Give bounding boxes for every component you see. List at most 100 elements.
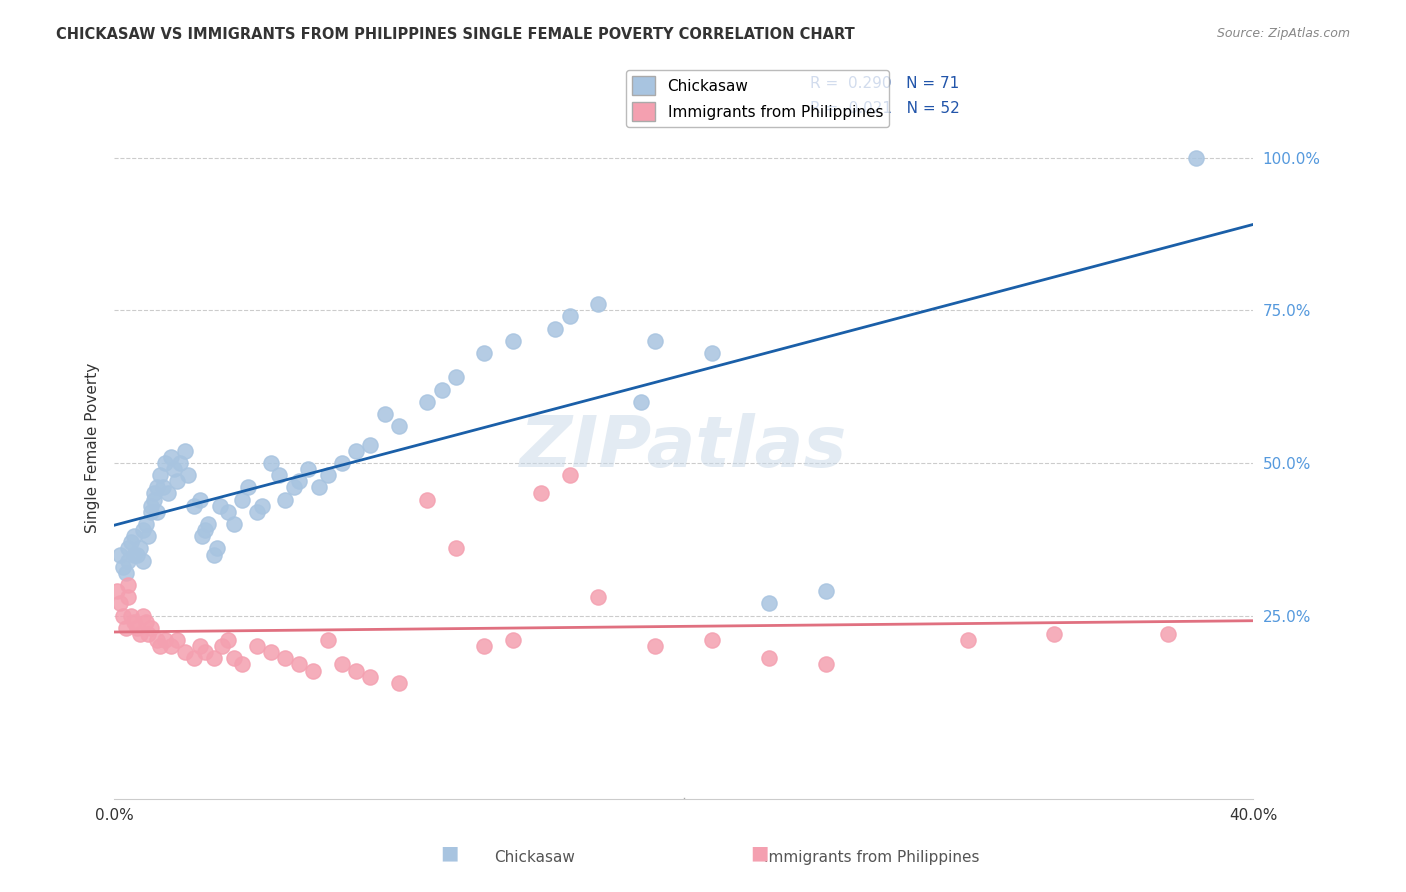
Point	[131, 608, 153, 623]
Text: R = -0.021   N = 52: R = -0.021 N = 52	[810, 102, 960, 116]
Point	[114, 566, 136, 580]
Point	[183, 651, 205, 665]
Text: ■: ■	[749, 844, 769, 863]
Point	[177, 468, 200, 483]
Point	[108, 596, 131, 610]
Point	[166, 632, 188, 647]
Point	[108, 548, 131, 562]
Point	[558, 468, 581, 483]
Point	[146, 632, 169, 647]
Point	[502, 334, 524, 348]
Point	[288, 475, 311, 489]
Point	[1156, 627, 1178, 641]
Point	[260, 645, 283, 659]
Point	[388, 675, 411, 690]
Point	[374, 407, 396, 421]
Point	[274, 492, 297, 507]
Point	[138, 627, 160, 641]
Point	[160, 639, 183, 653]
Point	[297, 462, 319, 476]
Point	[814, 657, 837, 672]
Point	[274, 651, 297, 665]
Point	[530, 486, 553, 500]
Point	[202, 651, 225, 665]
Point	[231, 657, 253, 672]
Point	[174, 645, 197, 659]
Point	[131, 553, 153, 567]
Point	[359, 437, 381, 451]
Point	[122, 529, 145, 543]
Point	[644, 639, 666, 653]
Point	[211, 639, 233, 653]
Point	[217, 505, 239, 519]
Point	[330, 456, 353, 470]
Point	[758, 651, 780, 665]
Text: Source: ZipAtlas.com: Source: ZipAtlas.com	[1216, 27, 1350, 40]
Text: Chickasaw: Chickasaw	[494, 850, 575, 865]
Point	[236, 480, 259, 494]
Point	[141, 499, 163, 513]
Text: ZIPatlas: ZIPatlas	[520, 413, 848, 483]
Point	[191, 529, 214, 543]
Point	[586, 297, 609, 311]
Point	[122, 615, 145, 629]
Point	[388, 419, 411, 434]
Point	[586, 591, 609, 605]
Point	[416, 395, 439, 409]
Text: R =  0.290   N = 71: R = 0.290 N = 71	[810, 77, 959, 91]
Point	[502, 632, 524, 647]
Point	[134, 615, 156, 629]
Point	[245, 505, 267, 519]
Point	[359, 670, 381, 684]
Point	[117, 578, 139, 592]
Point	[444, 541, 467, 556]
Point	[758, 596, 780, 610]
Point	[202, 548, 225, 562]
Point	[120, 608, 142, 623]
Point	[1185, 151, 1208, 165]
Point	[169, 456, 191, 470]
Point	[957, 632, 980, 647]
Point	[814, 584, 837, 599]
Point	[155, 632, 177, 647]
Point	[152, 480, 174, 494]
Point	[163, 462, 186, 476]
Point	[117, 541, 139, 556]
Point	[111, 608, 134, 623]
Point	[194, 645, 217, 659]
Point	[288, 657, 311, 672]
Point	[125, 621, 148, 635]
Point	[544, 321, 567, 335]
Point	[444, 370, 467, 384]
Point	[155, 456, 177, 470]
Point	[308, 480, 330, 494]
Point	[430, 383, 453, 397]
Point	[174, 443, 197, 458]
Point	[141, 505, 163, 519]
Point	[222, 651, 245, 665]
Point	[146, 505, 169, 519]
Point	[260, 456, 283, 470]
Point	[188, 639, 211, 653]
Point	[143, 486, 166, 500]
Point	[1042, 627, 1064, 641]
Point	[245, 639, 267, 653]
Point	[217, 632, 239, 647]
Point	[316, 468, 339, 483]
Point	[134, 516, 156, 531]
Point	[120, 535, 142, 549]
Point	[146, 480, 169, 494]
Point	[330, 657, 353, 672]
Point	[188, 492, 211, 507]
Point	[316, 632, 339, 647]
Legend: Chickasaw, Immigrants from Philippines: Chickasaw, Immigrants from Philippines	[626, 70, 889, 128]
Point	[558, 310, 581, 324]
Point	[183, 499, 205, 513]
Point	[208, 499, 231, 513]
Point	[111, 559, 134, 574]
Point	[630, 395, 652, 409]
Point	[149, 468, 172, 483]
Point	[138, 529, 160, 543]
Point	[105, 584, 128, 599]
Text: CHICKASAW VS IMMIGRANTS FROM PHILIPPINES SINGLE FEMALE POVERTY CORRELATION CHART: CHICKASAW VS IMMIGRANTS FROM PHILIPPINES…	[56, 27, 855, 42]
